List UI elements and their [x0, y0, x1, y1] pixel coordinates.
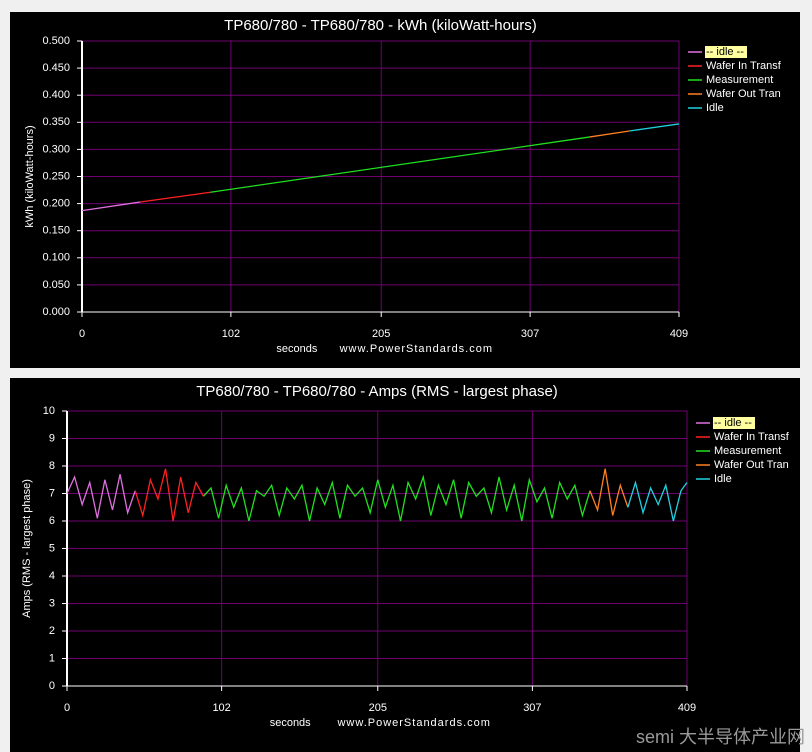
y-tick-label: 0.250 — [42, 170, 70, 182]
legend-label: Wafer In Transf — [714, 431, 790, 443]
legend-label: Measurement — [706, 74, 773, 86]
x-tick-label: 409 — [670, 328, 688, 340]
y-tick-label: 0.100 — [42, 252, 70, 264]
y-tick-label: 0.000 — [42, 306, 70, 318]
legend-label: -- idle -- — [714, 417, 752, 429]
y-tick-label: 4 — [49, 570, 55, 582]
chart-title: TP680/780 - TP680/780 - Amps (RMS - larg… — [196, 383, 558, 400]
data-line — [202, 474, 591, 522]
data-line — [134, 468, 204, 522]
legend-highlight — [705, 46, 747, 58]
annotation: www.PowerStandards.com — [339, 343, 493, 355]
data-line — [81, 201, 141, 212]
x-tick-label: 409 — [678, 702, 696, 714]
y-tick-label: 5 — [49, 542, 55, 554]
y-axis-label: kWh (kiloWatt-hours) — [24, 125, 36, 227]
data-line — [210, 136, 591, 193]
y-tick-label: 0.350 — [42, 116, 70, 128]
x-tick-label: 307 — [521, 328, 539, 340]
y-tick-label: 10 — [43, 405, 55, 417]
y-tick-label: 2 — [49, 625, 55, 637]
x-axis-label: seconds — [270, 717, 311, 729]
data-line — [66, 474, 136, 519]
x-tick-label: 205 — [369, 702, 387, 714]
legend-highlight — [713, 417, 755, 429]
data-line — [589, 130, 630, 138]
x-axis-label: seconds — [276, 343, 317, 355]
panel — [10, 378, 800, 752]
legend-label: Idle — [706, 102, 724, 114]
x-tick-label: 102 — [222, 328, 240, 340]
legend-label: Wafer Out Tran — [706, 88, 781, 100]
y-tick-label: 0.500 — [42, 35, 70, 47]
x-tick-label: 102 — [212, 702, 230, 714]
data-line — [589, 468, 629, 516]
watermark: semi 大半导体产业网 — [636, 727, 805, 747]
chart-title: TP680/780 - TP680/780 - kWh (kiloWatt-ho… — [224, 17, 537, 34]
y-tick-label: 8 — [49, 460, 55, 472]
y-axis-label: Amps (RMS - largest phase) — [21, 479, 33, 618]
y-tick-label: 0.300 — [42, 143, 70, 155]
legend-label: -- idle -- — [706, 46, 744, 58]
y-tick-label: 3 — [49, 597, 55, 609]
y-tick-label: 0.050 — [42, 279, 70, 291]
y-tick-label: 6 — [49, 515, 55, 527]
y-tick-label: 0.150 — [42, 225, 70, 237]
y-tick-label: 0.400 — [42, 89, 70, 101]
legend-label: Wafer Out Tran — [714, 459, 789, 471]
legend-label: Idle — [714, 473, 732, 485]
data-line — [627, 480, 688, 522]
legend-label: Wafer In Transf — [706, 60, 782, 72]
y-tick-label: 9 — [49, 432, 55, 444]
data-line — [140, 191, 211, 203]
annotation: www.PowerStandards.com — [336, 717, 490, 729]
y-tick-label: 0 — [49, 680, 55, 692]
legend-label: Measurement — [714, 445, 781, 457]
y-tick-label: 0.200 — [42, 198, 70, 210]
y-tick-label: 7 — [49, 487, 55, 499]
x-tick-label: 0 — [79, 328, 85, 340]
y-tick-label: 0.450 — [42, 62, 70, 74]
data-line — [629, 123, 680, 132]
x-tick-label: 307 — [523, 702, 541, 714]
y-tick-label: 1 — [49, 652, 55, 664]
x-tick-label: 205 — [372, 328, 390, 340]
x-tick-label: 0 — [64, 702, 70, 714]
panel — [10, 12, 800, 368]
